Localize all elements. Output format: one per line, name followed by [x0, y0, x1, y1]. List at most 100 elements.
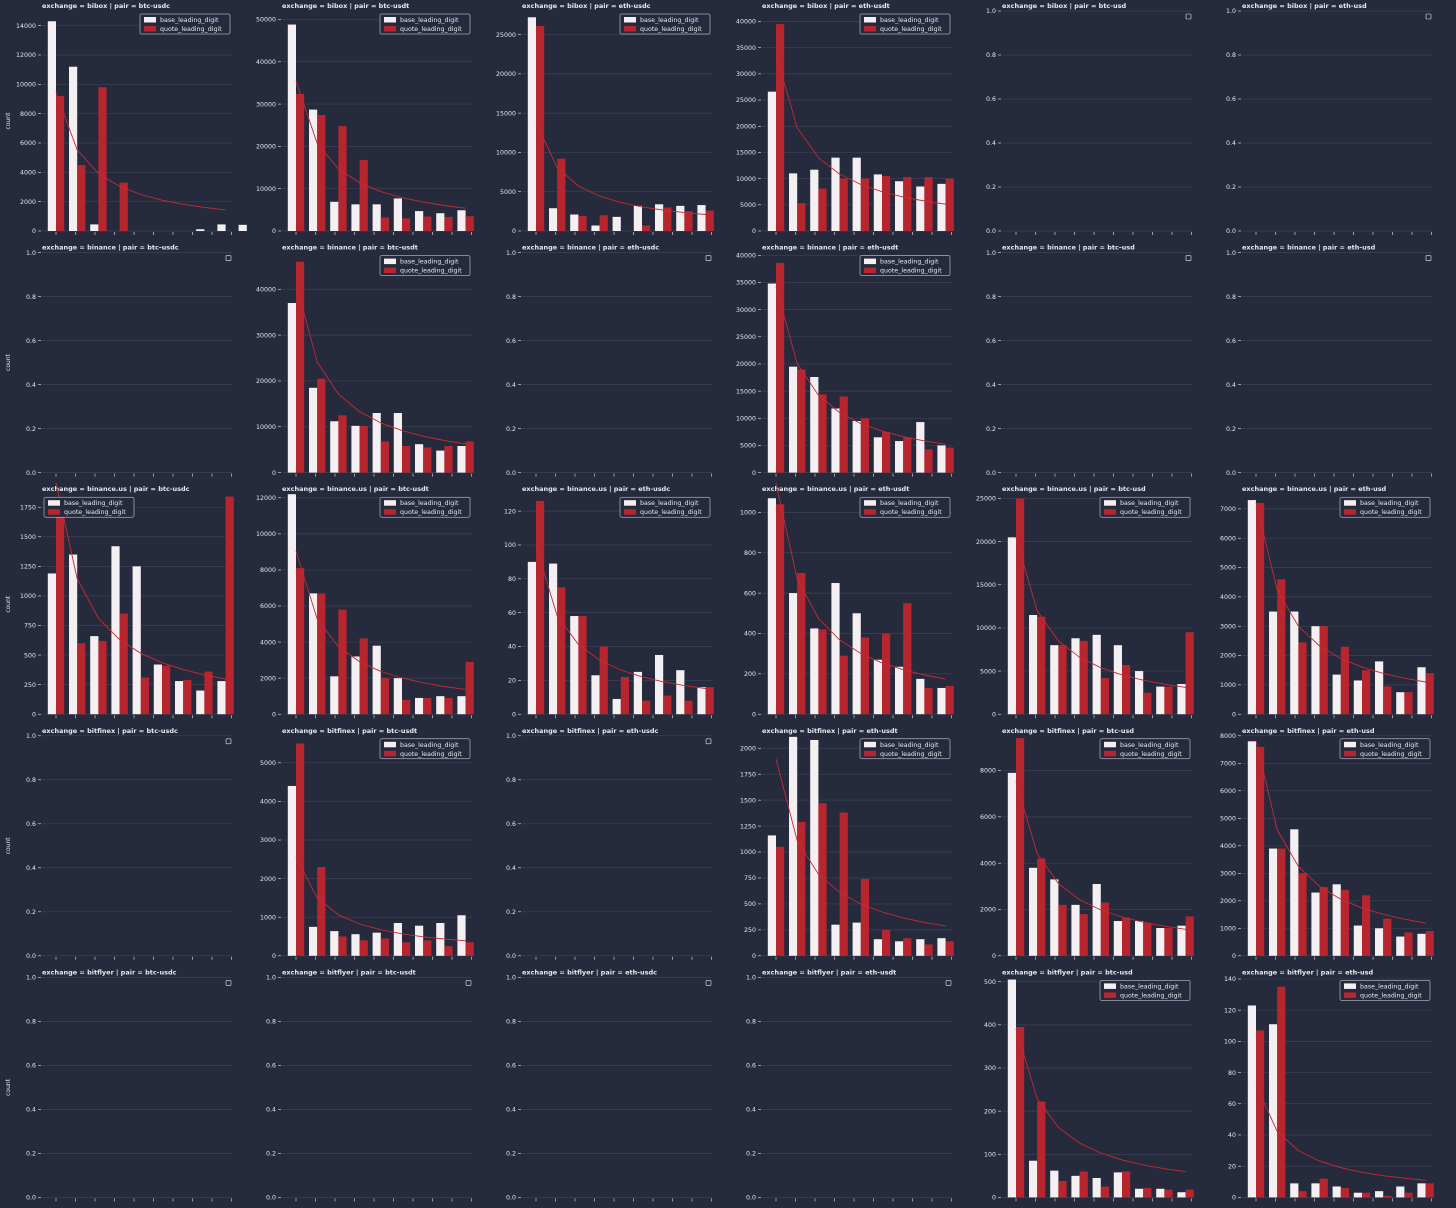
bar-base: [767, 283, 776, 473]
bar-quote: [402, 446, 411, 473]
bar-base: [1007, 772, 1016, 956]
y-tick-label: 0.2: [746, 1151, 756, 1158]
y-tick-label: 0.6: [746, 1063, 756, 1070]
benford-expected-line: [775, 286, 946, 445]
y-tick-label: 0.2: [506, 909, 516, 916]
y-tick-label: 0: [272, 953, 276, 960]
bar-base: [591, 225, 600, 231]
y-tick-label: 750: [744, 875, 756, 882]
bar-quote: [1340, 889, 1349, 956]
bar-quote: [924, 687, 933, 715]
facet-title: exchange = binance | pair = btc-usdt: [282, 244, 418, 253]
bar-base: [69, 66, 78, 231]
legend-swatch-base: [624, 500, 636, 506]
y-tick-label: 5000: [1220, 816, 1236, 823]
y-tick-label: 15000: [736, 150, 756, 157]
y-tick-label: 0: [32, 711, 36, 718]
bar-quote: [444, 217, 453, 231]
y-tick-label: 10000: [736, 176, 756, 183]
y-tick-label: 0.4: [506, 865, 516, 872]
facet-panel: exchange = bitflyer | pair = eth-usdc 0.0…: [506, 968, 712, 1202]
bar-quote: [797, 821, 806, 956]
bar-quote: [380, 678, 389, 715]
bar-quote: [1425, 931, 1434, 956]
y-tick-label: 1.0: [746, 975, 756, 982]
y-tick-label: 1000: [1220, 926, 1236, 933]
bar-base: [1135, 921, 1144, 956]
bar-quote: [359, 638, 368, 715]
bar-quote: [77, 165, 86, 231]
bar-base: [789, 366, 798, 473]
bar-base: [810, 169, 819, 231]
y-tick-label: 2000: [1220, 898, 1236, 905]
bar-base: [895, 181, 904, 231]
bar-quote: [882, 176, 891, 231]
bar-base: [852, 922, 861, 956]
legend-swatch-base: [1104, 741, 1116, 748]
y-tick-label: 0.8: [1226, 52, 1236, 59]
bar-base: [1113, 921, 1122, 956]
facet-title: exchange = bitfinex | pair = btc-usdc: [42, 727, 178, 736]
legend-label: quote_leading_digit: [400, 751, 462, 758]
y-tick-label: 0: [992, 953, 996, 960]
legend-swatch-quote: [624, 26, 636, 32]
bar-quote: [423, 216, 432, 231]
y-tick-label: 0.8: [26, 1019, 36, 1026]
bar-base: [1135, 1188, 1144, 1198]
y-tick-label: 25000: [736, 97, 756, 104]
bar-quote: [1100, 902, 1109, 956]
y-tick-label: 0.6: [986, 338, 996, 345]
y-tick-label: 20000: [736, 123, 756, 130]
bar-quote: [903, 437, 912, 473]
bar-quote: [204, 671, 213, 715]
empty-legend-box: [945, 980, 952, 986]
y-tick-label: 0: [1232, 953, 1236, 960]
facet-panel: exchange = binance.us | pair = btc-usd 0 5…: [976, 485, 1194, 718]
y-tick-label: 0.6: [26, 821, 36, 828]
facet-panel: exchange = bitflyer | pair = btc-usdt 0.0…: [266, 968, 472, 1202]
bar-quote: [119, 182, 128, 231]
bar-base: [1247, 741, 1256, 956]
y-tick-label: 0.8: [986, 52, 996, 59]
bar-quote: [296, 93, 305, 231]
benford-expected-line: [775, 483, 946, 680]
legend-swatch-base: [384, 500, 396, 506]
bar-base: [287, 785, 296, 956]
legend-swatch-base: [1104, 983, 1116, 989]
legend-label: base_leading_digit: [400, 500, 459, 507]
empty-legend-box: [225, 738, 232, 745]
bar-quote: [1037, 1101, 1046, 1198]
bar-quote: [402, 942, 411, 956]
legend-swatch-quote: [48, 509, 60, 515]
bar-quote: [140, 677, 149, 715]
facet-panel: exchange = binance | pair = btc-usdt 0 100…: [256, 244, 474, 477]
facet-panel: exchange = bibox | pair = btc-usd 0.0 0.2 0…: [986, 2, 1192, 235]
bar-quote: [296, 261, 305, 473]
bar-quote: [684, 700, 693, 715]
benford-expected-line: [1255, 1084, 1426, 1181]
y-tick-label: 0.4: [1226, 382, 1236, 389]
bar-base: [633, 205, 642, 231]
legend-label: base_leading_digit: [400, 742, 459, 749]
legend-label: quote_leading_digit: [1120, 751, 1182, 758]
facet-title: exchange = bitfinex | pair = btc-usdt: [282, 727, 417, 736]
legend-swatch-quote: [1344, 750, 1356, 757]
bar-base: [916, 422, 925, 473]
y-tick-label: 4000: [260, 799, 276, 806]
bar-quote: [1298, 642, 1307, 715]
bar-base: [330, 201, 339, 231]
empty-legend-box: [225, 255, 232, 261]
bar-base: [831, 583, 840, 715]
bar-base: [591, 675, 600, 715]
benford-expected-line: [775, 54, 946, 205]
y-tick-label: 1.0: [506, 733, 516, 740]
bar-quote: [705, 687, 714, 715]
bar-quote: [776, 24, 785, 231]
legend-swatch-quote: [1104, 992, 1116, 998]
y-tick-label: 1000: [740, 849, 756, 856]
bar-quote: [1383, 1195, 1392, 1198]
legend-swatch-base: [384, 741, 396, 748]
bar-base: [1071, 904, 1080, 956]
legend-label: quote_leading_digit: [1120, 992, 1182, 999]
bar-base: [1417, 667, 1426, 715]
